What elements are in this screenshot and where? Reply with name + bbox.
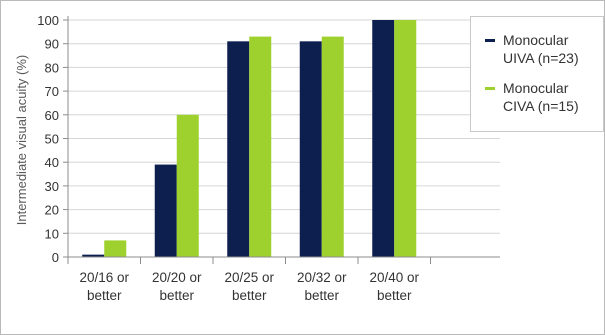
y-tick-label: 20 [45, 203, 59, 218]
bar-uiva [299, 41, 322, 257]
bar-civa [394, 20, 417, 257]
gridlines [63, 19, 500, 258]
y-tick-label: 40 [45, 155, 59, 170]
x-tick-label: 20/25 or better [224, 270, 274, 303]
y-tick-label: 50 [45, 132, 59, 147]
bar-civa [176, 114, 199, 257]
bar-uiva [82, 254, 105, 257]
x-tick-label: 20/20 or better [152, 270, 202, 303]
bar-uiva [372, 20, 395, 257]
bar-uiva [154, 164, 177, 257]
x-tick-labels: 20/16 or better 20/20 or better 20/25 or bett… [79, 270, 419, 303]
y-axis-label: Intermediate visual acuity (%) [14, 55, 29, 226]
legend-swatch-civa [485, 87, 495, 90]
y-tick-label: 0 [52, 250, 59, 265]
bar-civa [249, 36, 272, 258]
y-tick-label: 70 [45, 84, 59, 99]
legend: Monocular UIVA (n=23) Monocular CIVA (n=… [470, 16, 604, 132]
y-tick-label: 60 [45, 108, 59, 123]
y-tick-label: 30 [45, 179, 59, 194]
y-tick-labels: 0 10 20 30 40 50 60 70 80 90 100 [37, 13, 59, 265]
y-tick-label: 80 [45, 60, 59, 75]
bar-uiva [227, 41, 250, 257]
y-tick-label: 90 [45, 37, 59, 52]
bar-civa [321, 36, 344, 258]
y-tick-label: 100 [37, 13, 59, 28]
x-tick-label: 20/40 or better [369, 270, 419, 303]
x-tick-label: 20/16 or better [79, 270, 129, 303]
axes [63, 16, 500, 264]
bars [82, 20, 417, 258]
legend-label-civa: Monocular CIVA (n=15) [503, 80, 579, 114]
bar-civa [104, 240, 127, 257]
x-tick-label: 20/32 or better [297, 270, 347, 303]
legend-swatch-uiva [485, 39, 495, 42]
legend-label-uiva: Monocular UIVA (n=23) [503, 32, 579, 66]
y-tick-label: 10 [45, 226, 59, 241]
